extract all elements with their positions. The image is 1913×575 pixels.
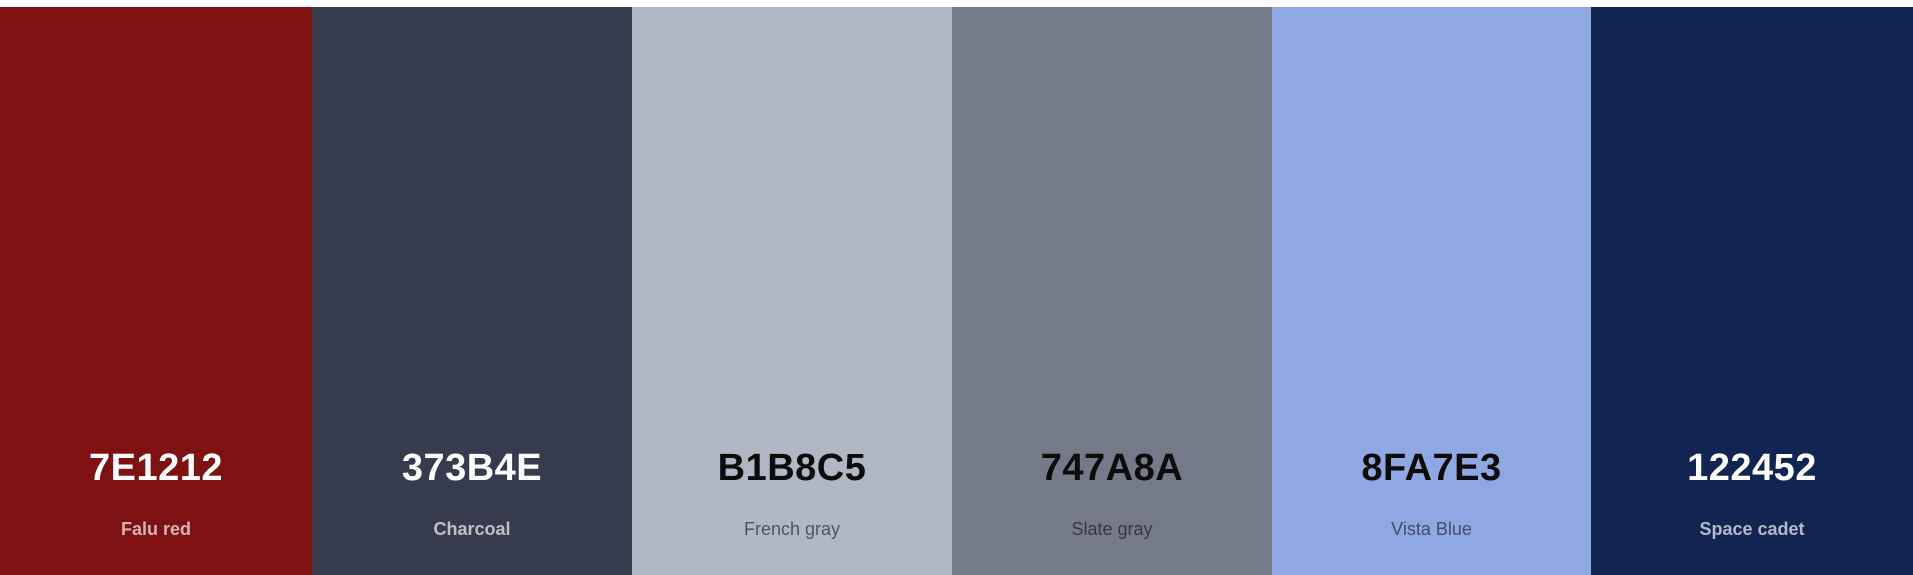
swatch-space-cadet[interactable]: 122452 Space cadet xyxy=(1591,7,1913,575)
swatch-vista-blue[interactable]: 8FA7E3 Vista Blue xyxy=(1272,7,1591,575)
swatch-hex-code[interactable]: 373B4E xyxy=(401,447,543,489)
swatch-hex-code[interactable]: 122452 xyxy=(1687,447,1817,489)
swatch-charcoal[interactable]: 373B4E Charcoal xyxy=(312,7,632,575)
swatch-color-name: Slate gray xyxy=(1071,519,1153,539)
swatch-color-name: Charcoal xyxy=(433,519,511,539)
swatch-color-name: French gray xyxy=(743,519,841,539)
swatch-hex-code[interactable]: 8FA7E3 xyxy=(1361,447,1502,489)
color-palette: 7E1212 Falu red 373B4E Charcoal B1B8C5 F… xyxy=(0,7,1913,575)
swatch-color-name: Vista Blue xyxy=(1391,519,1472,539)
swatch-falu-red[interactable]: 7E1212 Falu red xyxy=(0,7,312,575)
swatch-french-gray[interactable]: B1B8C5 French gray xyxy=(632,7,952,575)
swatch-hex-code[interactable]: 7E1212 xyxy=(88,447,223,489)
swatch-slate-gray[interactable]: 747A8A Slate gray xyxy=(952,7,1272,575)
swatch-color-name: Falu red xyxy=(120,519,191,539)
swatch-color-name: Space cadet xyxy=(1699,519,1805,539)
swatch-hex-code[interactable]: 747A8A xyxy=(1040,447,1184,489)
swatch-hex-code[interactable]: B1B8C5 xyxy=(717,447,867,489)
